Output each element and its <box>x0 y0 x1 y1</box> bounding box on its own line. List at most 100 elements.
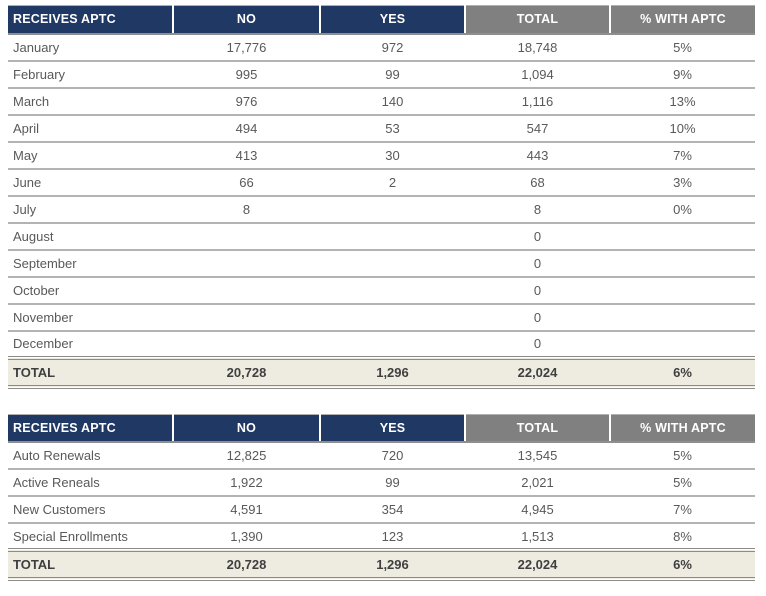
cell-yes <box>320 249 465 278</box>
cell-total: 2,021 <box>465 469 610 497</box>
cell-yes: 720 <box>320 442 465 470</box>
header-row: RECEIVES APTC NO YES TOTAL % WITH APTC <box>8 5 755 35</box>
cell-pct <box>610 303 755 332</box>
total-pct: 6% <box>610 355 755 389</box>
cell-yes <box>320 276 465 305</box>
table-row: October 0 <box>8 276 755 305</box>
cell-total: 18,748 <box>465 33 610 62</box>
header-no: NO <box>173 413 321 443</box>
cell-total: 13,545 <box>465 442 610 470</box>
cell-yes: 2 <box>320 168 465 197</box>
cell-yes: 140 <box>320 87 465 116</box>
table-row: November 0 <box>8 303 755 332</box>
total-yes: 1,296 <box>320 355 465 389</box>
cell-total: 0 <box>465 303 610 332</box>
cell-pct: 0% <box>610 195 755 224</box>
row-label: New Customers <box>8 496 173 524</box>
row-label: November <box>8 303 173 332</box>
header-receives-aptc: RECEIVES APTC <box>8 5 174 35</box>
total-label: TOTAL <box>8 355 173 389</box>
row-label: August <box>8 222 173 251</box>
cell-yes <box>320 303 465 332</box>
row-label: July <box>8 195 173 224</box>
cell-pct: 5% <box>610 442 755 470</box>
cell-total: 443 <box>465 141 610 170</box>
row-label: September <box>8 249 173 278</box>
cell-no: 494 <box>173 114 320 143</box>
header-yes: YES <box>320 413 466 443</box>
total-no: 20,728 <box>173 548 320 581</box>
cell-no: 1,922 <box>173 469 320 497</box>
row-label: October <box>8 276 173 305</box>
cell-yes <box>320 222 465 251</box>
table-row: February 995 99 1,094 9% <box>8 60 755 89</box>
cell-total: 4,945 <box>465 496 610 524</box>
cell-total: 0 <box>465 276 610 305</box>
total-row: TOTAL 20,728 1,296 22,024 6% <box>8 355 755 389</box>
monthly-table-body: January 17,776 972 18,748 5% February 99… <box>8 33 755 359</box>
enrollment-type-table-body: Auto Renewals 12,825 720 13,545 5% Activ… <box>8 442 755 551</box>
cell-no <box>173 276 320 305</box>
cell-no: 8 <box>173 195 320 224</box>
cell-pct: 5% <box>610 33 755 62</box>
cell-yes: 99 <box>320 60 465 89</box>
cell-pct <box>610 222 755 251</box>
table-row: New Customers 4,591 354 4,945 7% <box>8 496 755 524</box>
cell-no: 413 <box>173 141 320 170</box>
cell-no <box>173 222 320 251</box>
table-row: August 0 <box>8 222 755 251</box>
cell-pct: 10% <box>610 114 755 143</box>
monthly-aptc-table: RECEIVES APTC NO YES TOTAL % WITH APTC J… <box>8 5 755 389</box>
table-row: April 494 53 547 10% <box>8 114 755 143</box>
total-pct: 6% <box>610 548 755 581</box>
cell-yes: 99 <box>320 469 465 497</box>
table-row: Active Reneals 1,922 99 2,021 5% <box>8 469 755 497</box>
table-row: Special Enrollments 1,390 123 1,513 8% <box>8 523 755 551</box>
row-label: Active Reneals <box>8 469 173 497</box>
cell-total: 0 <box>465 249 610 278</box>
row-label: Special Enrollments <box>8 523 173 551</box>
cell-pct: 8% <box>610 523 755 551</box>
total-no: 20,728 <box>173 355 320 389</box>
cell-pct: 5% <box>610 469 755 497</box>
cell-no: 1,390 <box>173 523 320 551</box>
header-pct-with-aptc: % WITH APTC <box>610 5 755 35</box>
cell-total: 1,513 <box>465 523 610 551</box>
cell-yes: 354 <box>320 496 465 524</box>
header-yes: YES <box>320 5 466 35</box>
total-total: 22,024 <box>465 548 610 581</box>
cell-yes: 123 <box>320 523 465 551</box>
table-row: June 66 2 68 3% <box>8 168 755 197</box>
cell-yes <box>320 195 465 224</box>
header-no: NO <box>173 5 321 35</box>
total-total: 22,024 <box>465 355 610 389</box>
cell-no <box>173 303 320 332</box>
table-row: July 8 8 0% <box>8 195 755 224</box>
cell-no: 17,776 <box>173 33 320 62</box>
row-label: Auto Renewals <box>8 442 173 470</box>
row-label: June <box>8 168 173 197</box>
cell-pct <box>610 276 755 305</box>
cell-pct: 3% <box>610 168 755 197</box>
cell-yes <box>320 330 465 359</box>
total-yes: 1,296 <box>320 548 465 581</box>
cell-total: 8 <box>465 195 610 224</box>
table-row: January 17,776 972 18,748 5% <box>8 33 755 62</box>
cell-no <box>173 330 320 359</box>
cell-no: 976 <box>173 87 320 116</box>
cell-pct <box>610 249 755 278</box>
cell-no: 66 <box>173 168 320 197</box>
table-row: September 0 <box>8 249 755 278</box>
cell-pct: 9% <box>610 60 755 89</box>
cell-no: 12,825 <box>173 442 320 470</box>
cell-no <box>173 249 320 278</box>
cell-no: 995 <box>173 60 320 89</box>
table-row: Auto Renewals 12,825 720 13,545 5% <box>8 442 755 470</box>
total-row: TOTAL 20,728 1,296 22,024 6% <box>8 548 755 581</box>
table-row: May 413 30 443 7% <box>8 141 755 170</box>
header-total: TOTAL <box>465 413 611 443</box>
table-row: December 0 <box>8 330 755 359</box>
cell-pct: 7% <box>610 141 755 170</box>
header-total: TOTAL <box>465 5 611 35</box>
